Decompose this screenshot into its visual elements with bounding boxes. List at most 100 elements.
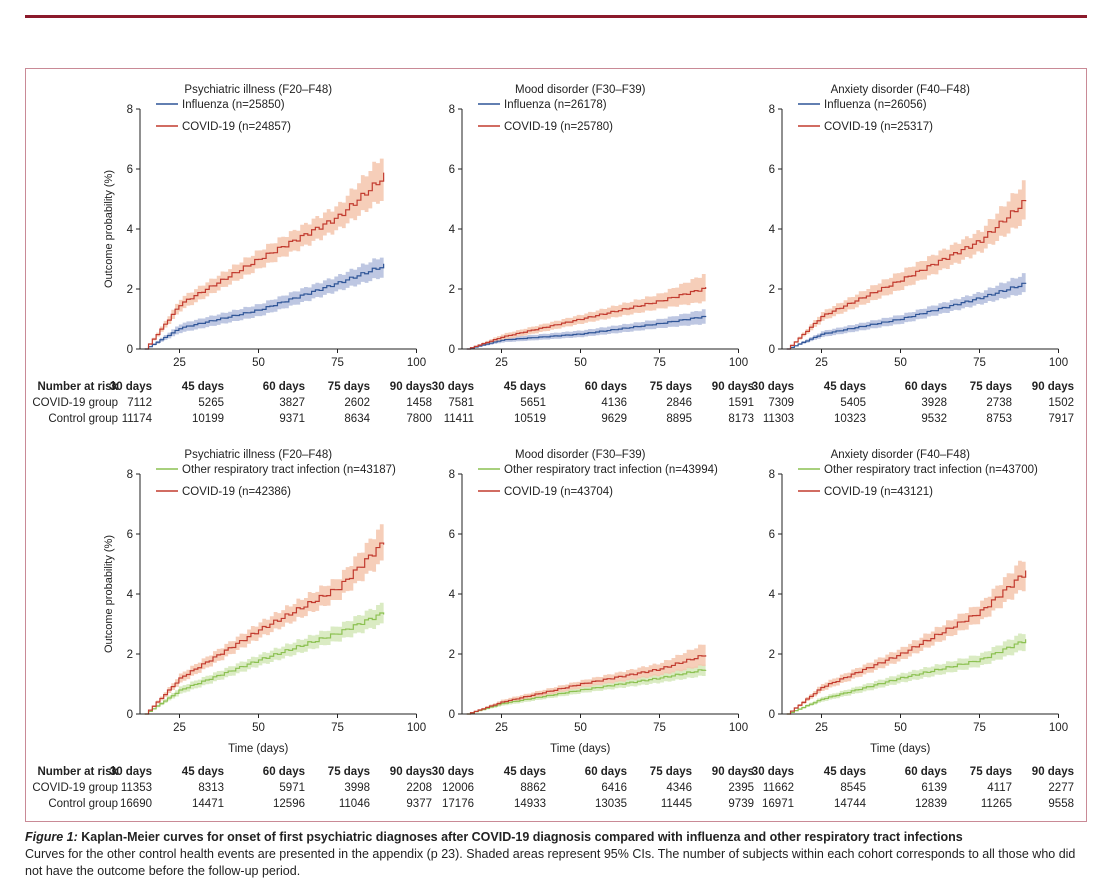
legend-label: COVID-19 (n=25317) (824, 121, 933, 133)
risk-value: 8545 (840, 782, 866, 794)
risk-value: 12006 (442, 782, 474, 794)
panel-title: Mood disorder (F30–F39) (515, 84, 646, 96)
risk-value: 9532 (921, 413, 947, 425)
x-tick-label: 100 (729, 722, 748, 734)
legend-label: Influenza (n=25850) (182, 99, 285, 111)
y-tick-label: 6 (127, 529, 133, 541)
x-axis-label: Time (days) (550, 743, 610, 755)
risk-time-header: 45 days (504, 766, 546, 778)
y-tick-label: 2 (769, 649, 775, 661)
ci-band-influenza (144, 253, 384, 349)
risk-row-label: COVID-19 group (32, 782, 118, 794)
risk-time-header: 90 days (1032, 766, 1074, 778)
risk-table-header: Number at risk (37, 766, 118, 778)
risk-value: 2602 (344, 397, 370, 409)
risk-value: 11353 (121, 782, 152, 794)
y-tick-label: 8 (449, 104, 455, 116)
panel-3: Anxiety disorder (F40–F48) 25 50 75 100 0 2 4 6 8… (752, 84, 1074, 425)
risk-time-header: 75 days (970, 766, 1012, 778)
risk-value: 10199 (192, 413, 224, 425)
risk-value: 17176 (442, 798, 474, 810)
y-tick-label: 2 (127, 284, 133, 296)
x-tick-label: 50 (252, 722, 265, 734)
y-tick-label: 2 (449, 284, 455, 296)
x-tick-label: 50 (894, 357, 907, 369)
risk-time-header: 60 days (905, 381, 947, 393)
risk-value: 3998 (344, 782, 370, 794)
y-tick-label: 0 (769, 344, 775, 356)
risk-value: 13035 (595, 798, 627, 810)
curve-other (144, 612, 385, 715)
legend-label: COVID-19 (n=43121) (824, 486, 933, 498)
risk-value: 11174 (122, 413, 153, 425)
legend-label: COVID-19 (n=25780) (504, 121, 613, 133)
risk-time-header: 75 days (328, 766, 370, 778)
y-tick-label: 8 (127, 104, 133, 116)
ci-band-covid (786, 180, 1026, 349)
y-tick-label: 2 (127, 649, 133, 661)
curve-covid (786, 570, 1027, 715)
curve-covid (786, 199, 1027, 350)
caption-title: Figure 1: Kaplan-Meier curves for onset … (25, 829, 1095, 846)
x-axis-label: Time (days) (870, 743, 930, 755)
risk-value: 8753 (986, 413, 1012, 425)
risk-time-header: 60 days (585, 381, 627, 393)
y-tick-label: 0 (449, 709, 455, 721)
x-axis-label: Time (days) (228, 743, 288, 755)
risk-value: 16971 (762, 798, 794, 810)
x-tick-label: 50 (574, 357, 587, 369)
risk-value: 12839 (915, 798, 947, 810)
top-rule (25, 15, 1087, 18)
y-tick-label: 8 (127, 469, 133, 481)
risk-value: 6416 (601, 782, 627, 794)
panel-title: Anxiety disorder (F40–F48) (831, 449, 971, 461)
legend-label: Other respiratory tract infection (n=431… (182, 464, 396, 476)
x-tick-label: 25 (815, 722, 828, 734)
y-tick-label: 4 (127, 589, 134, 601)
panel-6: Anxiety disorder (F40–F48) 25 50 75 100 0 2 4 6 8… (752, 449, 1074, 810)
risk-time-header: 75 days (328, 381, 370, 393)
y-tick-label: 4 (449, 224, 456, 236)
x-tick-label: 25 (173, 722, 186, 734)
risk-value: 11662 (763, 782, 794, 794)
x-tick-label: 100 (407, 357, 426, 369)
figure-caption: Figure 1: Kaplan-Meier curves for onset … (25, 829, 1095, 880)
risk-value: 12596 (273, 798, 305, 810)
risk-row-label: COVID-19 group (32, 397, 118, 409)
risk-time-header: 60 days (585, 766, 627, 778)
risk-value: 4136 (601, 397, 627, 409)
risk-value: 9629 (601, 413, 627, 425)
risk-value: 11303 (763, 413, 794, 425)
caption-title-text: Kaplan-Meier curves for onset of first p… (77, 830, 963, 844)
y-tick-label: 0 (449, 344, 455, 356)
ci-band-covid (466, 272, 706, 349)
risk-value: 16690 (120, 798, 152, 810)
y-axis-label: Outcome probability (%) (103, 170, 115, 288)
risk-value: 11265 (981, 798, 1012, 810)
risk-value: 9739 (728, 798, 754, 810)
risk-value: 8173 (728, 413, 754, 425)
risk-value: 2395 (728, 782, 754, 794)
risk-time-header: 60 days (905, 766, 947, 778)
y-tick-label: 0 (127, 709, 133, 721)
risk-time-header: 90 days (390, 381, 432, 393)
risk-time-header: 30 days (432, 381, 474, 393)
panel-title: Psychiatric illness (F20–F48) (184, 84, 332, 96)
legend-label: COVID-19 (n=43704) (504, 486, 613, 498)
legend-label: Other respiratory tract infection (n=437… (824, 464, 1038, 476)
y-axis-label: Outcome probability (%) (103, 535, 115, 653)
risk-value: 11445 (661, 798, 692, 810)
ci-band-covid (144, 148, 384, 349)
risk-time-header: 90 days (1032, 381, 1074, 393)
y-tick-label: 4 (769, 589, 776, 601)
y-tick-label: 4 (127, 224, 134, 236)
ci-band-other (144, 602, 384, 714)
risk-time-header: 90 days (712, 766, 754, 778)
legend-label: Influenza (n=26178) (504, 99, 607, 111)
risk-time-header: 90 days (390, 766, 432, 778)
risk-value: 10519 (514, 413, 546, 425)
risk-value: 8634 (344, 413, 370, 425)
risk-value: 3827 (279, 397, 305, 409)
x-tick-label: 75 (973, 357, 986, 369)
x-tick-label: 100 (407, 722, 426, 734)
